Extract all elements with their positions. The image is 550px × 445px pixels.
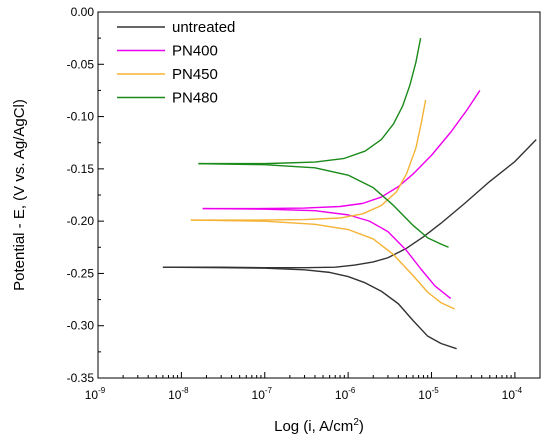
x-tick-base: 10 <box>418 388 432 402</box>
x-tick-exponent: -5 <box>432 386 440 395</box>
x-axis-title-sup: 2 <box>353 417 359 428</box>
x-tick-exponent: -4 <box>515 386 523 395</box>
x-tick-base: 10 <box>168 388 182 402</box>
legend-label: untreated <box>172 19 235 36</box>
legend-label: PN480 <box>172 90 218 107</box>
series-curves <box>162 38 537 350</box>
x-tick-label: 10-8 <box>168 386 189 402</box>
series-line-pn450-cathodic <box>190 219 456 310</box>
y-tick-label: -0.05 <box>67 57 95 71</box>
x-axis-title-close: ) <box>359 418 364 435</box>
y-axis-title: Potential - E, (V vs. Ag/AgCl) <box>11 99 28 291</box>
x-tick-label: 10-9 <box>85 386 106 402</box>
x-axis-title: Log (i, A/cm2) <box>274 417 364 435</box>
series-line-pn480-cathodic <box>198 162 449 248</box>
series-line-pn400-anodic <box>202 90 481 210</box>
x-tick-label: 10-5 <box>418 386 439 402</box>
x-tick-label: 10-7 <box>252 386 273 402</box>
y-tick-label: -0.15 <box>67 162 95 176</box>
y-axis-ticks: 0.00 -0.05 -0.10 -0.15 -0.20 -0.25 -0.30 -0.35 <box>67 5 104 385</box>
legend: untreated PN400 PN450 PN480 <box>117 19 235 107</box>
x-tick-label: 10-4 <box>502 386 523 402</box>
x-tick-exponent: -7 <box>265 386 273 395</box>
x-tick-exponent: -9 <box>98 386 106 395</box>
y-tick-label: -0.25 <box>67 266 95 280</box>
legend-label: PN450 <box>172 66 218 83</box>
x-tick-label: 10-6 <box>335 386 356 402</box>
series-line-pn450-anodic <box>190 99 427 221</box>
y-tick-label: -0.30 <box>67 319 95 333</box>
x-axis-title-main: Log (i, A/cm <box>274 418 353 435</box>
x-tick-exponent: -6 <box>348 386 356 395</box>
x-tick-exponent: -8 <box>181 386 189 395</box>
y-tick-label: -0.35 <box>67 371 95 385</box>
y-tick-label: -0.10 <box>67 110 95 124</box>
legend-label: PN400 <box>172 43 218 60</box>
series-line-untreated-cathodic <box>162 266 457 350</box>
x-tick-base: 10 <box>252 388 266 402</box>
x-tick-base: 10 <box>85 388 99 402</box>
x-tick-base: 10 <box>502 388 516 402</box>
y-tick-label: -0.20 <box>67 214 95 228</box>
series-line-untreated-anodic <box>162 139 537 269</box>
x-axis-ticks: 10-9 10-8 10-7 10-6 10-5 10-4 <box>85 372 541 402</box>
y-tick-label: 0.00 <box>71 5 95 19</box>
x-tick-base: 10 <box>335 388 349 402</box>
series-line-pn400-cathodic <box>202 207 452 300</box>
series-line-pn480-anodic <box>198 38 422 165</box>
